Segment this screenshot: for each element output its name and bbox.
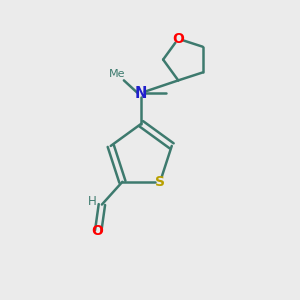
Text: H: H <box>88 194 97 208</box>
Text: Me: Me <box>109 69 126 79</box>
Text: N: N <box>135 85 147 100</box>
Text: S: S <box>155 175 165 189</box>
Text: O: O <box>92 224 103 238</box>
Text: O: O <box>172 32 184 46</box>
